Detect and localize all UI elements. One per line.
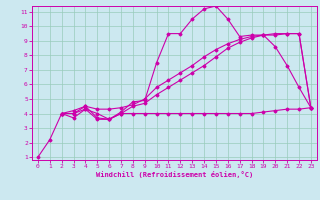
X-axis label: Windchill (Refroidissement éolien,°C): Windchill (Refroidissement éolien,°C)	[96, 171, 253, 178]
